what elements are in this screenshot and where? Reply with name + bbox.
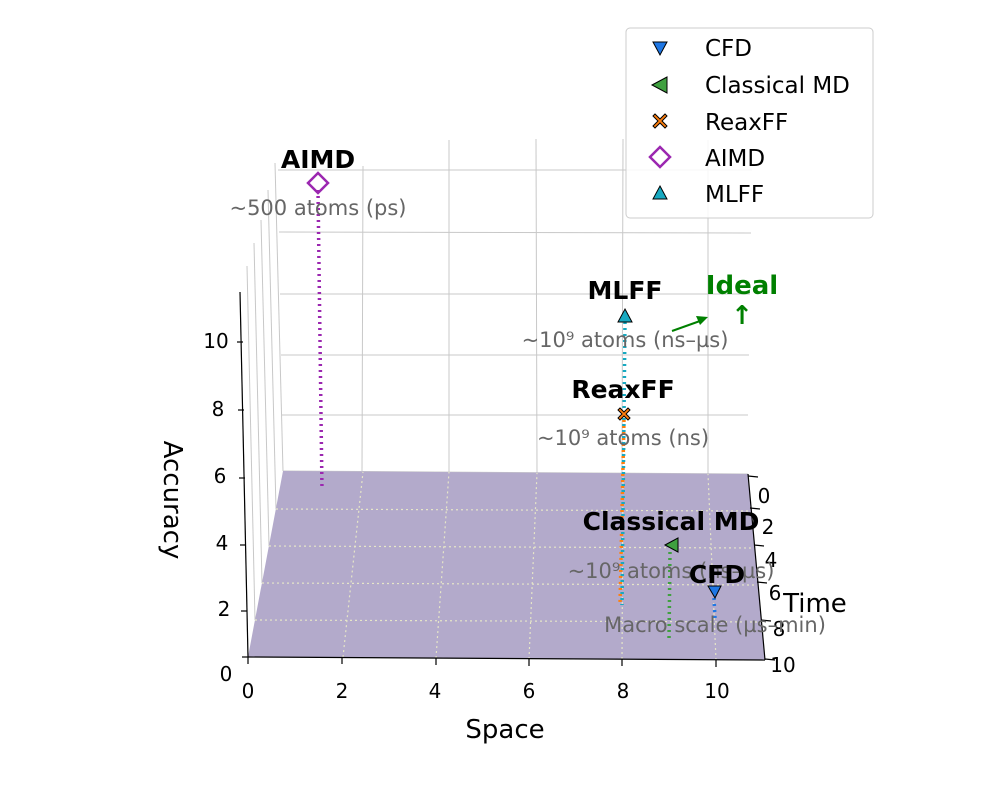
x-tick-labels: 0 2 4 6 8 10 <box>242 679 730 703</box>
legend-label-aimd: AIMD <box>705 146 765 172</box>
drop-line-mlff <box>620 321 627 606</box>
y-tick-label: 8 <box>773 617 786 641</box>
marker-classical-md <box>663 537 679 553</box>
z-tick-label: 8 <box>212 397 225 421</box>
legend-label-mlff: MLFF <box>705 182 764 208</box>
y-tick-labels: 0 2 4 6 8 10 <box>758 484 796 677</box>
x-tick-label: 0 <box>242 679 255 703</box>
z-tick-label: 4 <box>216 531 229 555</box>
z-tick-label: 6 <box>214 464 227 488</box>
z-tick-labels: 0 2 4 6 8 10 <box>203 329 232 686</box>
y-tick-label: 10 <box>770 653 795 677</box>
z-tick-label: 0 <box>220 662 233 686</box>
legend-marker-aimd <box>648 145 672 169</box>
marker-cfd <box>707 585 722 600</box>
note-aimd: ~500 atoms (ps) <box>229 196 406 220</box>
note-cfd: Macro scale (µs–min) <box>604 613 826 637</box>
marker-mlff <box>617 307 633 323</box>
label-cfd: CFD <box>689 560 745 589</box>
y-tick-label: 2 <box>762 515 775 539</box>
ideal-up-arrow: ↑ <box>731 301 753 331</box>
note-classical-md: ~10⁹ atoms (ns–µs) <box>568 559 775 583</box>
legend-label-classical-md: Classical MD <box>705 73 850 99</box>
label-mlff: MLFF <box>588 276 663 305</box>
markers <box>306 171 722 600</box>
z-tick-label: 10 <box>203 329 228 353</box>
legend: CFD Classical MD ReaxFF AIMD MLFF <box>625 27 874 219</box>
grid-panes <box>240 163 752 657</box>
ideal-pointer-head <box>696 316 708 325</box>
legend-box <box>625 27 874 219</box>
point-labels: AIMD ~500 atoms (ps) MLFF ~10⁹ atoms (ns… <box>229 145 825 637</box>
marker-reaxff <box>617 407 631 421</box>
x-tick-label: 8 <box>617 679 630 703</box>
drop-line-classical-md <box>667 551 672 641</box>
x-tick-label: 10 <box>704 679 729 703</box>
tick-marks <box>237 341 776 667</box>
x-tick-label: 4 <box>429 679 442 703</box>
legend-label-reaxff: ReaxFF <box>705 110 788 136</box>
drop-lines <box>316 189 717 641</box>
drop-line-reaxff <box>618 419 626 606</box>
legend-marker-cfd <box>652 41 668 57</box>
y-tick-label: 0 <box>758 484 771 508</box>
label-reaxff: ReaxFF <box>571 375 674 404</box>
label-classical-md: Classical MD <box>583 507 760 536</box>
marker-aimd <box>306 171 330 195</box>
x-tick-label: 6 <box>523 679 536 703</box>
z-tick-label: 2 <box>218 597 231 621</box>
back-wall <box>275 163 752 474</box>
floor-plane <box>248 471 765 660</box>
y-tick-label: 4 <box>765 548 778 572</box>
ideal-annotation: Ideal ↑ <box>671 271 778 332</box>
ideal-label: Ideal <box>706 271 778 301</box>
legend-marker-reaxff <box>652 113 668 129</box>
note-mlff: ~10⁹ atoms (ns–µs) <box>522 328 729 352</box>
z-axis-label: Accuracy <box>157 441 187 560</box>
x-axis-label: Space <box>465 715 544 745</box>
x-tick-label: 2 <box>336 679 349 703</box>
ideal-pointer-line <box>671 320 701 332</box>
legend-marker-classical-md <box>650 76 668 94</box>
drop-line-aimd <box>316 189 324 491</box>
y-tick-label: 6 <box>769 581 782 605</box>
note-reaxff: ~10⁹ atoms (ns) <box>537 426 709 450</box>
legend-label-cfd: CFD <box>705 36 752 62</box>
legend-marker-mlff <box>652 184 668 200</box>
left-wall <box>240 163 283 657</box>
y-axis-label: Time <box>782 589 847 619</box>
label-aimd: AIMD <box>281 145 355 174</box>
axis-lines <box>239 291 766 661</box>
